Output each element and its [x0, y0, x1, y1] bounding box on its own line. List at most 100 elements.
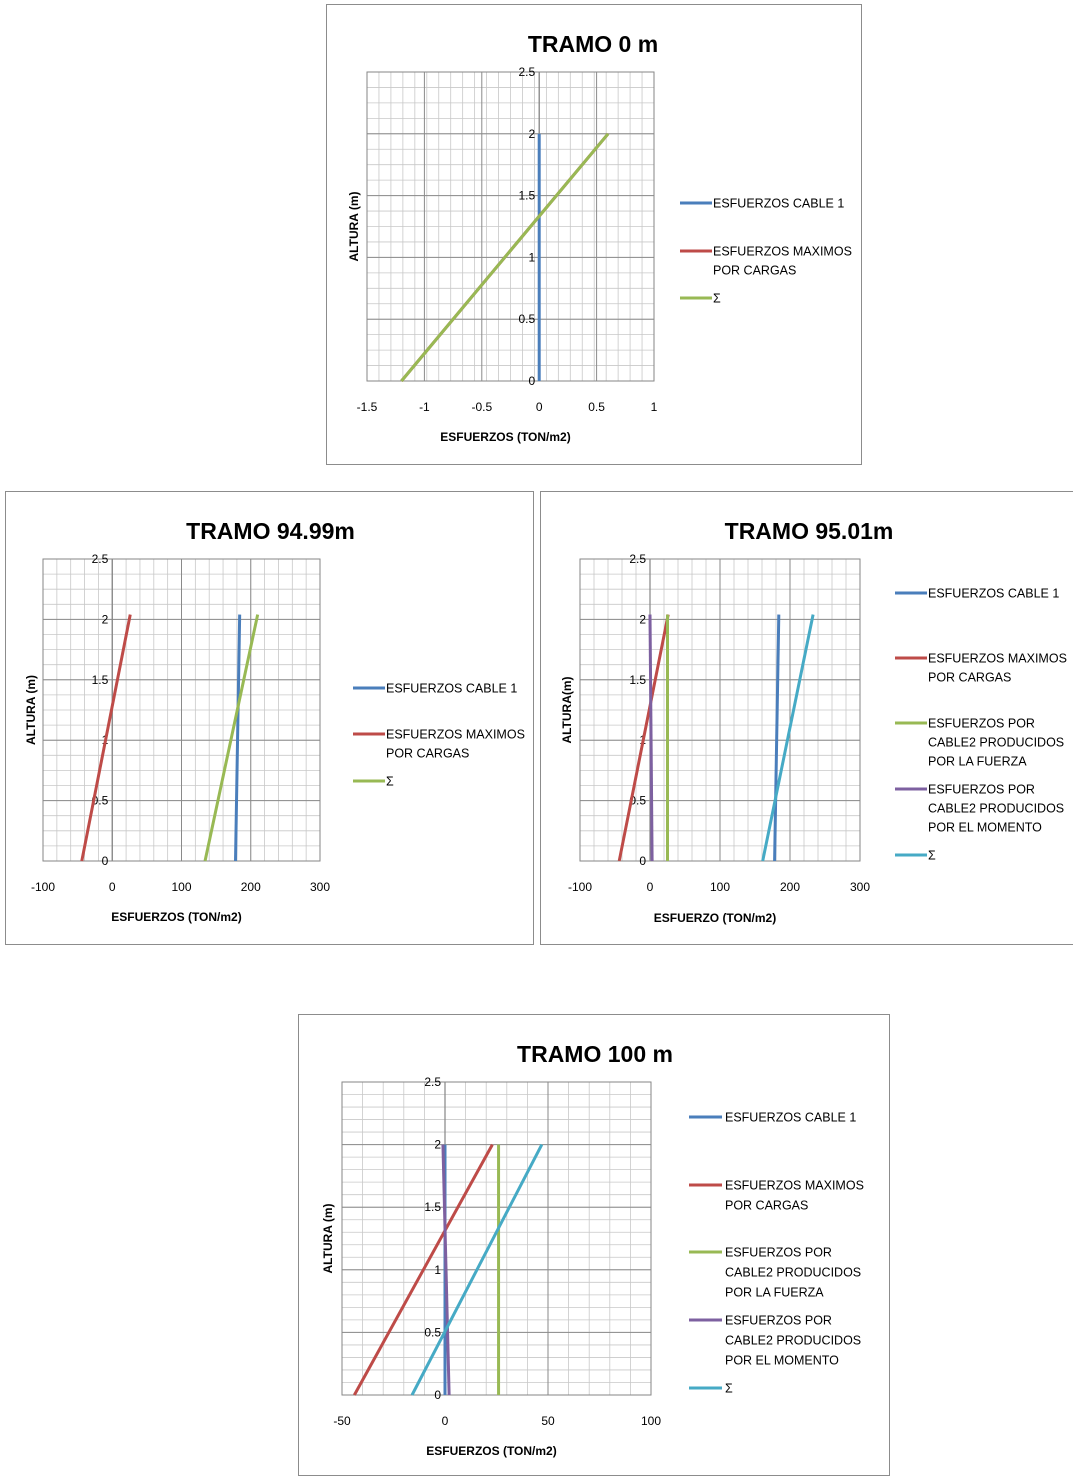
legend: ESFUERZOS CABLE 1 ESFUERZOS MAXIMOS POR CA… [689, 1111, 864, 1396]
series-line-esfuerzos-por-cable2-producidos-por-el-momento [441, 1144, 451, 1396]
x-tick-label: 300 [310, 880, 330, 894]
series-line-esfuerzos-cable-1 [773, 614, 781, 862]
y-tick-label: 2.5 [519, 65, 536, 79]
y-tick-label: 2.5 [629, 552, 646, 566]
plot-area-border [341, 1081, 652, 1396]
y-tick-label: 1.5 [92, 673, 109, 687]
legend: ESFUERZOS CABLE 1 ESFUERZOS MAXIMOS POR CA… [895, 587, 1067, 863]
y-tick-label: 1.5 [519, 189, 536, 203]
x-tick-label: 0 [536, 400, 543, 414]
chart-title: TRAMO 94.99m [186, 518, 355, 544]
y-axis-title: ALTURA (m) [321, 1204, 335, 1274]
y-tick-label: 0.5 [424, 1325, 441, 1339]
x-axis-title: ESFUERZOS (TON/m2) [111, 910, 241, 924]
chart-panel-tramo-0: 0 0.5 1 1.5 2 2.5 -1.5 -1 -0.5 0 0.5 1 TRAMO 0 m ESFU… [326, 4, 862, 465]
legend-label-esfuerzos-por-cable2-producidos-por-el-momento: ESFUERZOS POR CABLE2 PRODUCIDOS POR EL MOM… [725, 1314, 861, 1368]
x-tick-label: -100 [31, 880, 55, 894]
y-tick-label: 1 [529, 250, 536, 264]
y-tick-label: 2 [434, 1138, 441, 1152]
plot-area-border [579, 558, 861, 862]
x-tick-label: -1.5 [357, 400, 378, 414]
legend-label-esfuerzos-cable-1: ESFUERZOS CABLE 1 [725, 1111, 856, 1125]
x-tick-label: 0 [109, 880, 116, 894]
x-axis-title: ESFUERZO (TON/m2) [654, 911, 776, 925]
legend-label-esfuerzos-maximos-por-cargas: ESFUERZOS MAXIMOS POR CARGAS [928, 652, 1067, 685]
grid [366, 71, 655, 382]
legend-label-esfuerzos-por-cable2-producidos-por-la-fuerza: ESFUERZOS POR CABLE2 PRODUCIDOS POR LA FUE… [928, 717, 1064, 769]
x-tick-label: 0.5 [588, 400, 605, 414]
x-tick-label: 100 [641, 1414, 661, 1428]
series-line-sum-4 [761, 614, 815, 862]
x-tick-label: 200 [780, 880, 800, 894]
y-tick-label: 0 [529, 374, 536, 388]
legend-label-esfuerzos-cable-1: ESFUERZOS CABLE 1 [386, 682, 517, 696]
y-tick-label: 2.5 [424, 1075, 441, 1089]
x-tick-label: 50 [541, 1414, 555, 1428]
x-tick-label: 0 [647, 880, 654, 894]
y-tick-label: 2 [529, 127, 536, 141]
series-line-sum-4 [410, 1143, 544, 1396]
legend-label-sum-2: Σ [713, 292, 721, 306]
chart-title: TRAMO 100 m [517, 1041, 673, 1067]
plot-area-border [42, 558, 321, 862]
chart-panel-tramo-94-99: 0 0.5 1 1.5 2 2.5 -100 0 100 200 300 TRAMO 94.99m ES… [5, 491, 534, 945]
x-tick-label: -0.5 [471, 400, 492, 414]
grid [579, 558, 861, 862]
x-axis-title: ESFUERZOS (TON/m2) [426, 1444, 556, 1458]
series-line-sum-2 [203, 614, 260, 862]
x-tick-label: 1 [651, 400, 658, 414]
y-tick-label: 2.5 [92, 552, 109, 566]
chart-title: TRAMO 0 m [528, 31, 658, 57]
chart-panel-tramo-100: 0 0.5 1 1.5 2 2.5 -50 0 50 100 TRAMO 100 m ESFUERZO… [298, 1014, 890, 1476]
x-tick-label: -50 [333, 1414, 351, 1428]
x-tick-label: 100 [710, 880, 730, 894]
chart-title: TRAMO 95.01m [725, 518, 894, 544]
y-tick-label: 0.5 [519, 312, 536, 326]
y-tick-label: 2 [639, 612, 646, 626]
legend-label-sum-2: Σ [386, 775, 394, 789]
legend-label-esfuerzos-maximos-por-cargas: ESFUERZOS MAXIMOS POR CARGAS [713, 245, 852, 278]
legend-label-esfuerzos-cable-1: ESFUERZOS CABLE 1 [928, 587, 1059, 601]
legend: ESFUERZOS CABLE 1 ESFUERZOS MAXIMOS POR CA… [353, 682, 525, 789]
legend-label-sum-4: Σ [725, 1382, 733, 1396]
y-axis-title: ALTURA(m) [560, 676, 574, 743]
y-tick-label: 2 [102, 612, 109, 626]
plot-area-border [366, 71, 655, 382]
y-tick-label: 0 [639, 854, 646, 868]
x-tick-label: 300 [850, 880, 870, 894]
chart-panel-tramo-95-01: 0 0.5 1 1.5 2 2.5 -100 0 100 200 300 TRAMO 95.01m ES… [540, 491, 1073, 945]
legend: ESFUERZOS CABLE 1 ESFUERZOS MAXIMOS POR CA… [680, 197, 852, 306]
series-line-esfuerzos-cable-1 [234, 614, 242, 862]
y-axis-title: ALTURA (m) [347, 192, 361, 262]
legend-label-esfuerzos-por-cable2-producidos-por-el-momento: ESFUERZOS POR CABLE2 PRODUCIDOS POR EL MOM… [928, 783, 1064, 835]
series-line-esfuerzos-por-cable2-producidos-por-el-momento [648, 614, 654, 862]
legend-label-esfuerzos-por-cable2-producidos-por-la-fuerza: ESFUERZOS POR CABLE2 PRODUCIDOS POR LA FUE… [725, 1246, 861, 1300]
x-axis-title: ESFUERZOS (TON/m2) [440, 430, 570, 444]
series-line-sum-2 [400, 132, 610, 382]
legend-label-esfuerzos-maximos-por-cargas: ESFUERZOS MAXIMOS POR CARGAS [386, 728, 525, 761]
legend-label-esfuerzos-cable-1: ESFUERZOS CABLE 1 [713, 197, 844, 211]
legend-label-esfuerzos-maximos-por-cargas: ESFUERZOS MAXIMOS POR CARGAS [725, 1179, 864, 1213]
x-tick-label: -100 [568, 880, 592, 894]
y-axis-title: ALTURA (m) [24, 675, 38, 745]
series-line-esfuerzos-maximos-por-cargas [617, 614, 670, 862]
x-tick-label: 100 [171, 880, 191, 894]
y-tick-label: 0 [102, 854, 109, 868]
x-tick-label: 200 [241, 880, 261, 894]
series-line-esfuerzos-maximos-por-cargas [80, 614, 132, 862]
y-tick-label: 1.5 [424, 1200, 441, 1214]
chart-svg: 0 0.5 1 1.5 2 2.5 -1.5 -1 -0.5 0 0.5 1 TRAMO 0 m ESFU… [347, 31, 852, 444]
series-line-esfuerzos-maximos-por-cargas [353, 1143, 494, 1396]
x-tick-label: -1 [419, 400, 430, 414]
y-tick-label: 1.5 [629, 673, 646, 687]
grid [341, 1081, 652, 1396]
x-tick-label: 0 [442, 1414, 449, 1428]
y-tick-label: 1 [434, 1263, 441, 1277]
chart-svg: 0 0.5 1 1.5 2 2.5 -50 0 50 100 TRAMO 100 m ESFUERZO… [321, 1041, 864, 1458]
y-tick-label: 0.5 [629, 794, 646, 808]
legend-label-sum-4: Σ [928, 849, 936, 863]
y-tick-label: 0 [434, 1388, 441, 1402]
grid [42, 558, 321, 862]
